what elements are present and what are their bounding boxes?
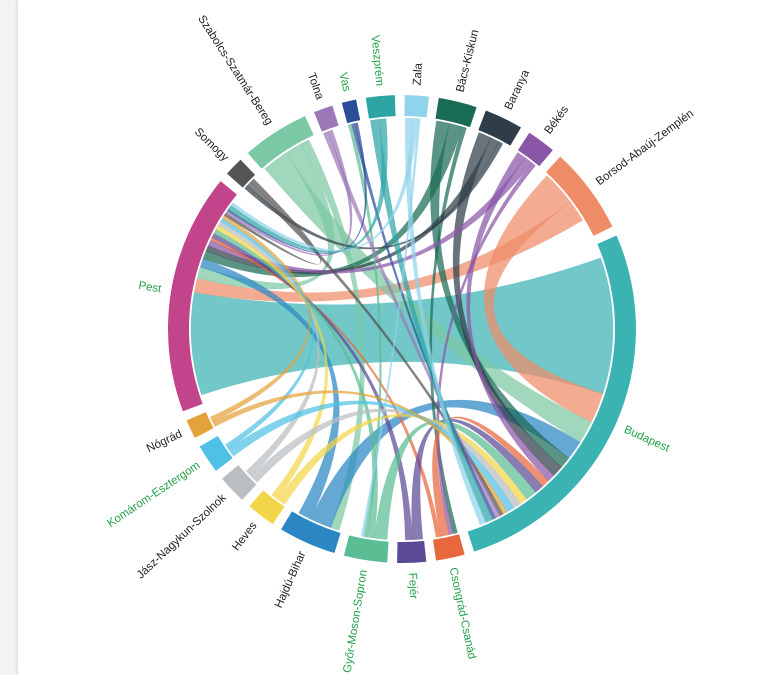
group-arc[interactable] — [435, 97, 477, 128]
group-arc[interactable] — [249, 490, 285, 525]
chord-diagram: Budapest Csongrád-Csanád Fejér Győr-Moson-S… — [105, 13, 696, 674]
group-arc[interactable] — [281, 511, 341, 554]
chord-ribbon[interactable] — [225, 129, 353, 257]
chord-ribbon[interactable] — [190, 257, 614, 396]
group-arc[interactable] — [247, 116, 314, 169]
group-arc[interactable] — [343, 535, 389, 563]
chord-ribbon[interactable] — [227, 118, 388, 253]
group-label: Budapest — [622, 424, 672, 455]
chord-ribbon[interactable] — [212, 390, 508, 515]
chord-ribbon[interactable] — [223, 178, 322, 265]
chord-ribbon[interactable] — [230, 117, 418, 252]
chord-ribbon[interactable] — [351, 122, 497, 520]
group-arc[interactable] — [341, 99, 361, 124]
chart-panel: Budapest Csongrád-Csanád Fejér Győr-Moson-S… — [18, 0, 769, 675]
group-label: Csongrád-Csanád — [447, 566, 478, 660]
chord-ribbons — [190, 117, 614, 541]
group-label: Fejér — [406, 573, 419, 600]
chord-ribbon[interactable] — [300, 139, 365, 531]
chord-ribbon[interactable] — [228, 400, 515, 513]
group-label: Veszprém — [369, 35, 386, 87]
group-arc[interactable] — [365, 95, 396, 119]
chord-ribbon[interactable] — [226, 122, 367, 255]
chord-ribbon[interactable] — [215, 224, 329, 500]
group-arc[interactable] — [226, 159, 256, 188]
chord-ribbon[interactable] — [210, 237, 441, 538]
group-arcs — [167, 95, 637, 564]
chord-ribbon[interactable] — [193, 201, 584, 302]
chord-ribbon[interactable] — [247, 181, 504, 517]
group-label: Vas — [336, 72, 352, 93]
group-label: Nógrád — [145, 428, 184, 455]
chord-ribbon[interactable] — [436, 162, 536, 536]
group-arc[interactable] — [222, 465, 257, 500]
chord-ribbon[interactable] — [217, 220, 320, 477]
group-arc[interactable] — [167, 181, 237, 412]
group-label: Heves — [230, 520, 259, 553]
group-arc[interactable] — [313, 105, 339, 132]
group-label: Békés — [543, 104, 572, 137]
chord-ribbon[interactable] — [199, 258, 340, 520]
group-arc[interactable] — [186, 412, 214, 438]
group-label: Tolna — [305, 71, 326, 101]
chord-ribbon[interactable] — [276, 413, 527, 505]
group-label: Borsod-Abaúj-Zemplén — [594, 108, 696, 188]
group-label: Zala — [412, 62, 425, 86]
group-label: Győr-Moson-Sopron — [342, 569, 370, 674]
chord-ribbon[interactable] — [373, 420, 537, 540]
group-arc[interactable] — [467, 235, 637, 552]
chord-ribbon[interactable] — [429, 126, 467, 535]
group-label: Szabolcs-Szatmár-Bereg — [195, 13, 274, 127]
group-label: Bács-Kiskun — [454, 29, 481, 94]
chord-ribbon[interactable] — [244, 141, 504, 250]
group-arc[interactable] — [478, 110, 521, 146]
group-arc[interactable] — [517, 132, 553, 167]
group-label: Jász-Nagykun-Szolnok — [135, 492, 229, 582]
chord-ribbon[interactable] — [360, 118, 421, 537]
group-arc[interactable] — [404, 95, 430, 118]
chord-ribbon[interactable] — [209, 215, 311, 423]
group-arc[interactable] — [199, 436, 233, 471]
chord-ribbon[interactable] — [220, 217, 314, 450]
group-arc[interactable] — [546, 156, 613, 236]
chord-ribbon[interactable] — [207, 157, 533, 274]
group-label: Hajdú-Bihar — [273, 549, 309, 610]
group-label: Somogy — [192, 126, 231, 164]
chord-ribbon[interactable] — [404, 117, 487, 526]
group-label: Komárom-Esztergom — [105, 460, 202, 530]
group-arc[interactable] — [433, 534, 465, 561]
group-label: Baranya — [503, 68, 533, 112]
group-arc[interactable] — [397, 540, 427, 564]
chord-ribbon[interactable] — [211, 233, 413, 541]
group-label: Pest — [138, 280, 163, 296]
